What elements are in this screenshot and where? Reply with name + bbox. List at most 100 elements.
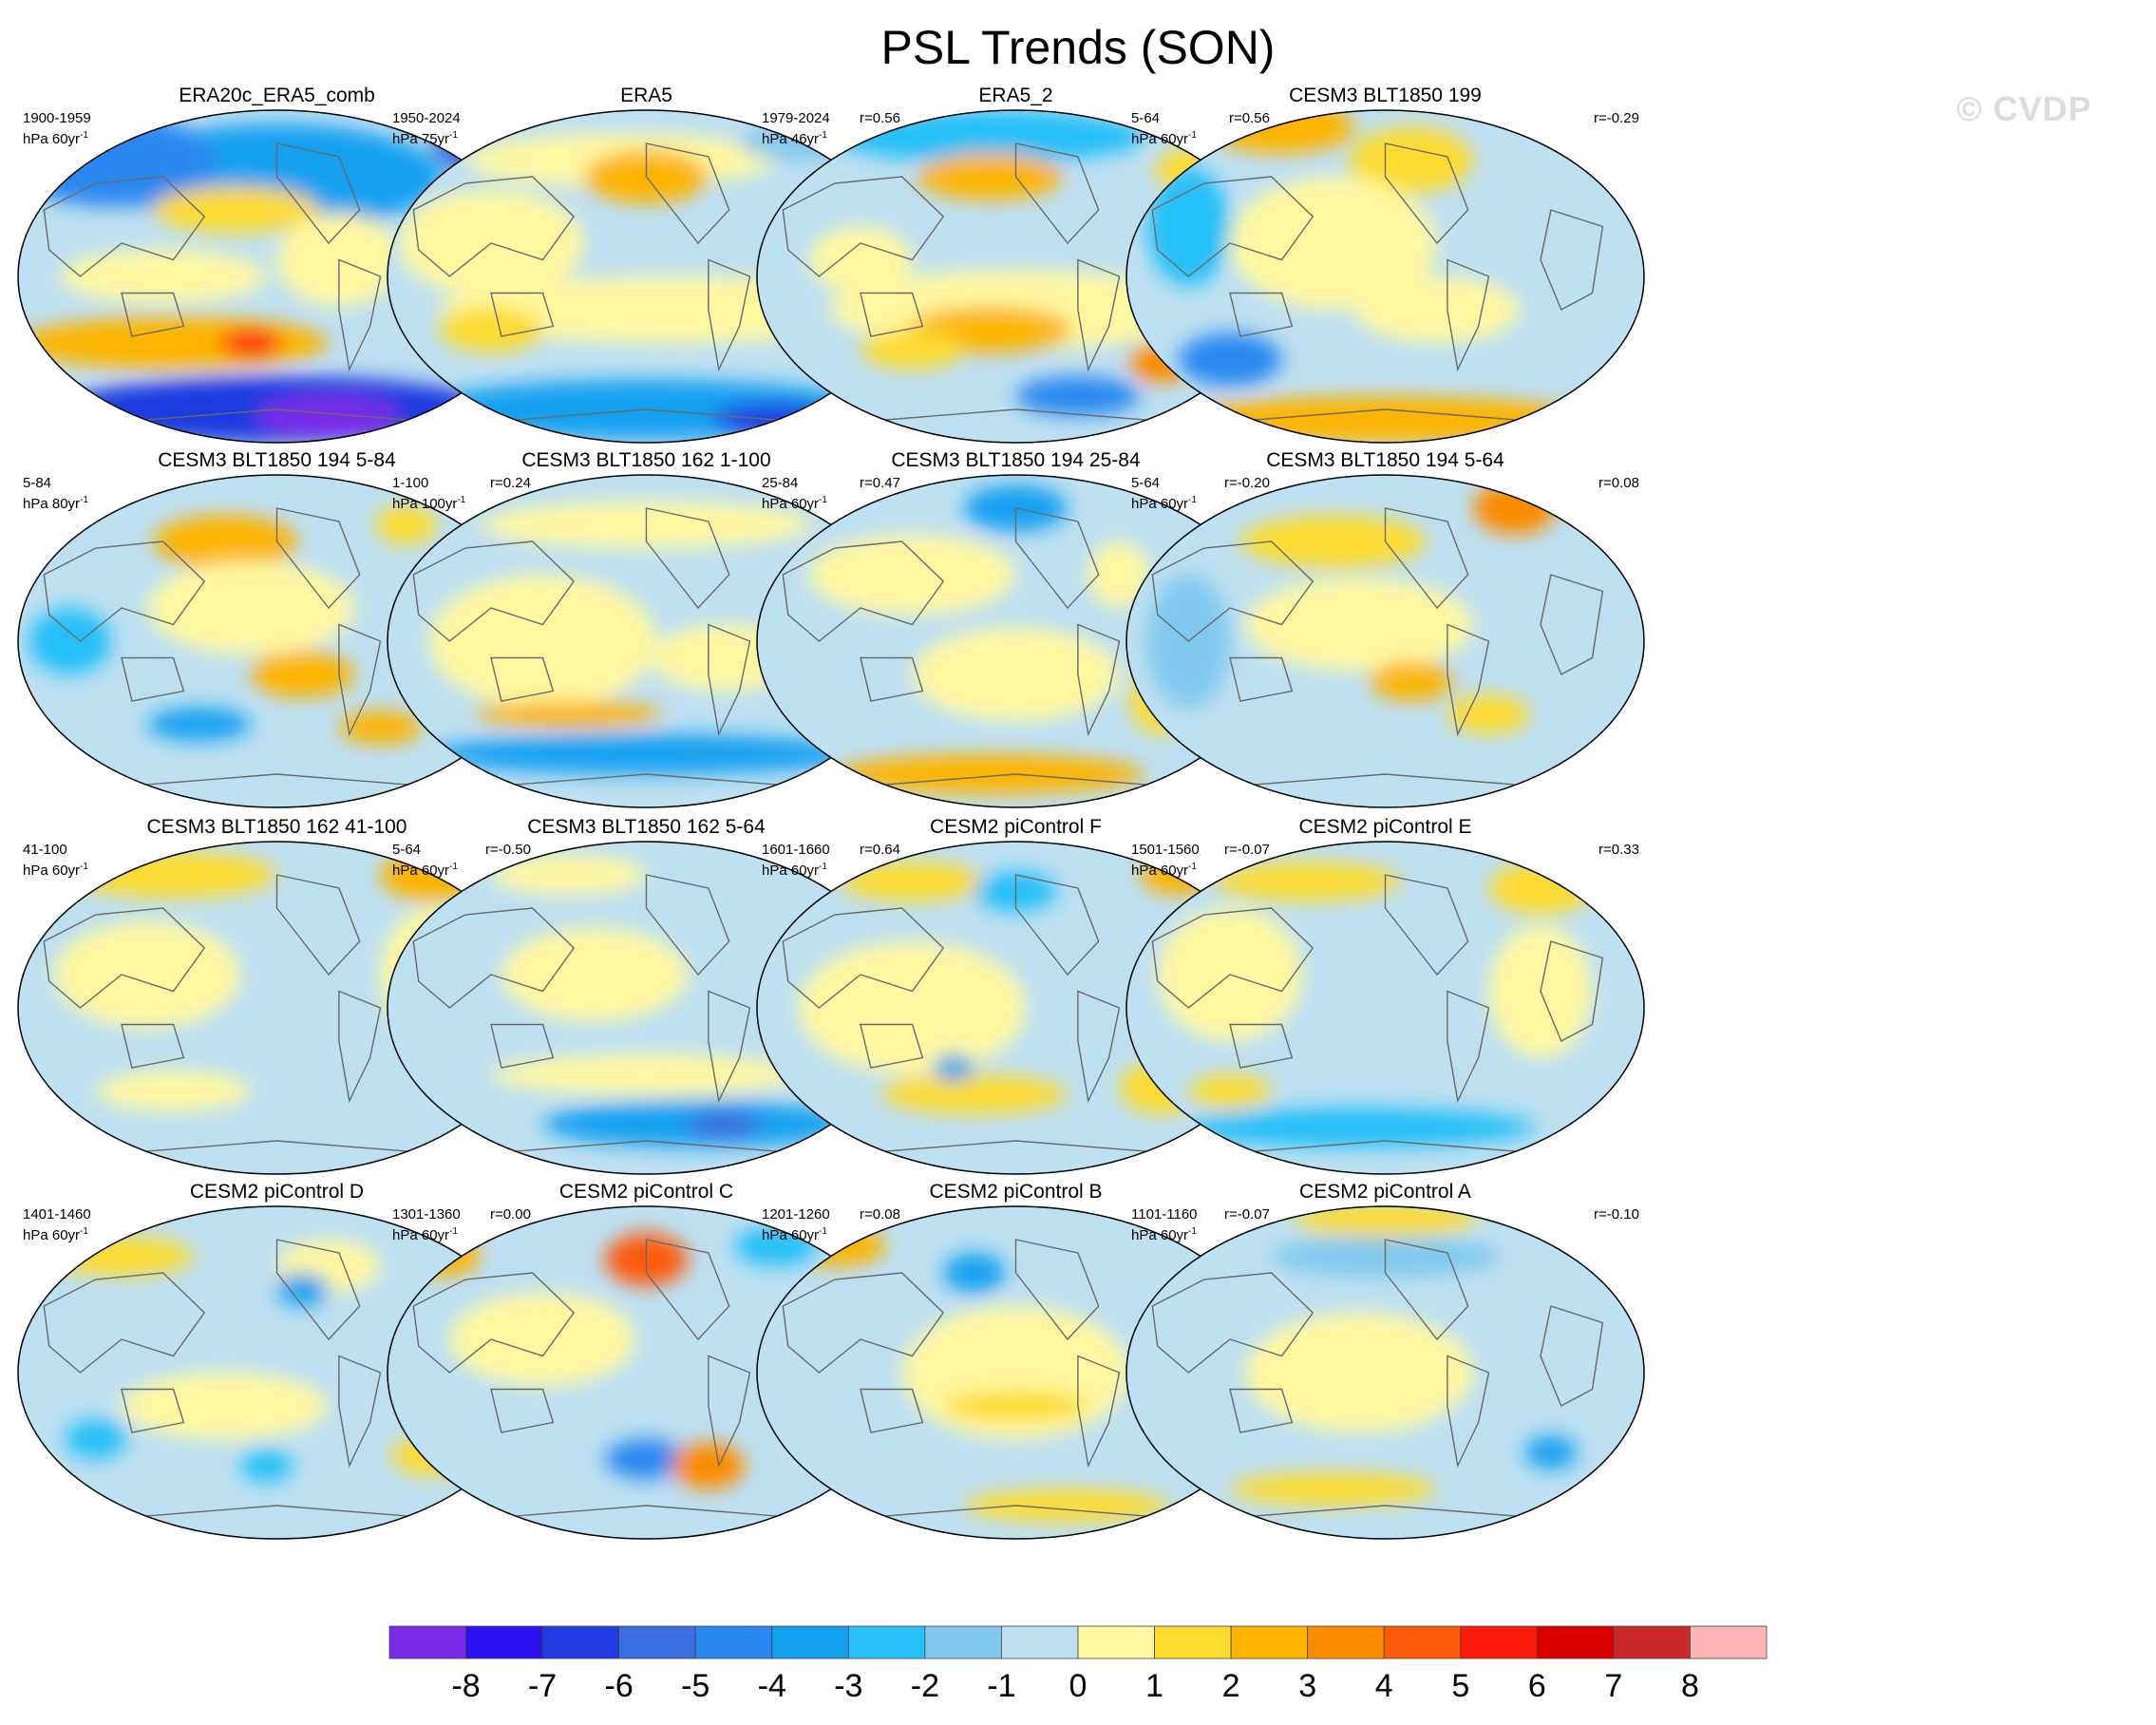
panel-title: CESM3 BLT1850 162 41-100 — [146, 816, 407, 838]
coastline — [782, 507, 1235, 792]
colorbar-swatch — [1230, 1625, 1309, 1659]
colorbar-swatch — [1001, 1625, 1079, 1659]
trend-contour-region — [375, 504, 438, 545]
trend-contour-region — [1182, 1108, 1536, 1147]
panel-title: ERA5 — [620, 85, 672, 106]
panel-period: 1-100 — [392, 475, 429, 491]
colorbar-tick-label: 7 — [1604, 1668, 1622, 1704]
trend-contour-region — [152, 186, 319, 234]
colorbar-tick-label: 0 — [1069, 1668, 1087, 1704]
map-plot — [1125, 841, 1645, 1175]
panel-period: 5-84 — [23, 475, 52, 491]
trend-contour-region — [1447, 694, 1531, 734]
colorbar-swatch — [924, 1625, 1002, 1659]
panel-grid: ERA20c_ERA5_comb 1900-1959 hPa 60yr-1 ERA5 1… — [17, 84, 1653, 1540]
trend-contour-region — [1292, 1206, 1479, 1237]
trend-contour-region — [1230, 1472, 1437, 1506]
colorbar-tick-label: 1 — [1145, 1668, 1163, 1704]
coastline — [43, 1239, 496, 1524]
colorbar-swatch — [1536, 1625, 1615, 1659]
coastline — [1151, 507, 1604, 792]
coastline — [1151, 874, 1604, 1159]
panel-title: ERA20c_ERA5_comb — [179, 85, 375, 106]
trend-contour-region — [59, 250, 267, 303]
panel-correlation: r=-0.20 — [1224, 475, 1270, 491]
trend-contour-region — [1178, 396, 1593, 443]
colorbar-swatch — [847, 1625, 926, 1659]
panel-period: 1979-2024 — [762, 110, 830, 126]
trend-contour-region — [449, 1293, 636, 1386]
map-plot — [387, 1205, 906, 1540]
coastline — [1151, 1239, 1604, 1524]
panel-title: CESM3 BLT1850 162 5-64 — [527, 816, 766, 838]
panel-title: CESM3 BLT1850 194 5-64 — [1266, 449, 1504, 471]
trend-contour-region — [933, 1054, 974, 1081]
map-plot — [1125, 1205, 1645, 1540]
trend-contour-region — [428, 734, 864, 774]
colorbar-swatch — [771, 1625, 849, 1659]
panel-period: 1301-1360 — [392, 1206, 461, 1223]
panel-units: hPa 80yr-1 — [23, 495, 88, 512]
panel-title: CESM2 piControl E — [1298, 816, 1472, 838]
trend-contour-region — [798, 941, 1027, 1074]
panel-period: 1201-1260 — [762, 1206, 830, 1223]
figure-title: PSL Trends (SON) — [880, 21, 1276, 74]
panel-units: hPa 60yr-1 — [762, 862, 827, 879]
panel-units: hPa 60yr-1 — [762, 1226, 827, 1243]
trend-contour-region — [1245, 578, 1474, 672]
panel-units: hPa 60yr-1 — [23, 130, 88, 147]
map-panel: CESM2 piControl E 1501-1560 hPa 60yr-1 r=0.… — [1118, 815, 1653, 1181]
colorbar-tick-label: -1 — [987, 1668, 1015, 1704]
trend-contour-region — [69, 851, 277, 899]
trend-contour-region — [147, 708, 252, 741]
panel-correlation: r=0.00 — [490, 1206, 531, 1223]
panel-units: hPa 60yr-1 — [23, 1226, 88, 1243]
trend-contour-region — [240, 1449, 293, 1483]
panel-units: hPa 60yr-1 — [1131, 1226, 1197, 1243]
trend-contour-region — [1524, 1435, 1578, 1469]
trend-contour-region — [255, 396, 402, 436]
panel-title: CESM2 piControl F — [930, 816, 1102, 838]
trend-contour-region — [604, 1439, 689, 1479]
panel-title: CESM3 BLT1850 194 5-84 — [158, 449, 396, 471]
colorbar-swatch — [1690, 1625, 1768, 1659]
trend-contour-region — [219, 330, 282, 356]
panel-period: 1401-1460 — [23, 1206, 91, 1223]
colorbar-tick-label: 4 — [1375, 1668, 1393, 1704]
panel-title: ERA5_2 — [978, 85, 1053, 106]
trend-contour-region — [943, 1389, 1088, 1423]
trend-contour-region — [671, 1442, 746, 1489]
panel-title: CESM2 piControl A — [1299, 1181, 1471, 1203]
panel-correlation: r=0.08 — [1598, 475, 1639, 491]
panel-correlation: r=0.08 — [860, 1206, 900, 1223]
colorbar-tick-label: 8 — [1681, 1668, 1699, 1704]
panel-correlation: r=0.56 — [860, 110, 900, 126]
map-border — [1125, 474, 1645, 808]
colorbar-tick-label: -6 — [605, 1668, 634, 1704]
map-plot — [1125, 474, 1645, 808]
trend-contour-region — [501, 928, 689, 1021]
colorbar-swatch — [388, 1625, 466, 1659]
trend-contour-region — [276, 1273, 329, 1306]
panel-period: 1900-1959 — [23, 110, 91, 126]
colorbar-swatch — [1460, 1625, 1538, 1659]
panel-period: 5-64 — [392, 842, 422, 858]
panel-title: CESM3 BLT1850 199 — [1289, 85, 1482, 106]
trend-contour-region — [1214, 862, 1401, 901]
colorbar-tick-label: 6 — [1528, 1668, 1546, 1704]
colorbar-tick-label: 5 — [1451, 1668, 1469, 1704]
map-border — [1125, 841, 1645, 1175]
colorbar-swatch — [1077, 1625, 1155, 1659]
panel-units: hPa 60yr-1 — [392, 1226, 458, 1243]
panel-period: 5-64 — [1131, 475, 1161, 491]
trend-contour-region — [1087, 541, 1151, 608]
trend-contour-region — [917, 153, 1063, 200]
map-panel: CESM3 BLT1850 199 5-64 hPa 60yr-1 r=-0.29 — [1118, 84, 1653, 449]
panel-units: hPa 60yr-1 — [1131, 862, 1197, 879]
trend-contour-region — [1353, 276, 1521, 343]
trend-contour-region — [1178, 332, 1282, 387]
colorbar-swatch — [1613, 1625, 1691, 1659]
trend-contour-region — [943, 1253, 1006, 1293]
colorbar-swatch — [1307, 1625, 1385, 1659]
trend-contour-region — [1349, 126, 1474, 194]
